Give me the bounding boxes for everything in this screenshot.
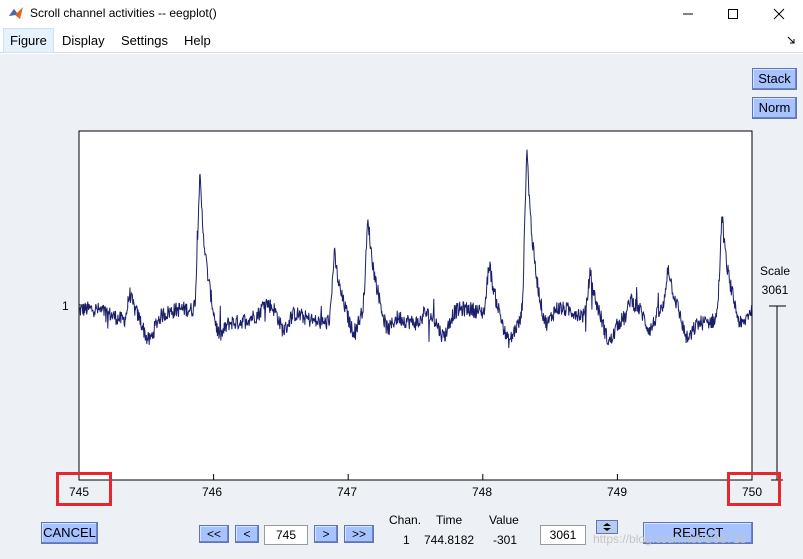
close-icon: [773, 8, 785, 20]
minimize-icon: [683, 13, 693, 15]
scale-bar: [769, 305, 786, 481]
time-label: Time: [436, 513, 463, 527]
scroll-back-fast-button[interactable]: <<: [199, 525, 229, 543]
cancel-button[interactable]: CANCEL: [41, 522, 98, 544]
scroll-back-button[interactable]: <: [235, 525, 259, 543]
highlight-box-end: [727, 472, 781, 506]
value-label: Value: [489, 513, 519, 527]
scale-value: 3061: [761, 283, 789, 297]
position-input[interactable]: [264, 525, 308, 545]
maximize-button[interactable]: [710, 0, 756, 28]
chan-value: 1: [403, 533, 410, 547]
time-value: 744.8182: [424, 533, 475, 547]
menu-figure[interactable]: Figure: [3, 28, 54, 53]
x-tick-label-749: 749: [606, 485, 628, 499]
minimize-button[interactable]: [665, 0, 711, 28]
menu-help[interactable]: Help: [184, 33, 211, 48]
matlab-icon: [9, 7, 23, 19]
x-tick-label-746: 746: [201, 485, 223, 499]
x-tick-label-745: 745: [68, 485, 90, 499]
close-button[interactable]: [756, 0, 802, 28]
reject-button[interactable]: REJECT: [643, 522, 753, 544]
amplitude-value: -301: [493, 533, 518, 547]
window-title: Scroll channel activities -- eegplot(): [30, 6, 217, 20]
scroll-forward-fast-button[interactable]: >>: [344, 525, 374, 543]
scale-stepper[interactable]: [596, 520, 618, 534]
y-tick-label: 1: [62, 299, 69, 313]
highlight-box-start: [56, 472, 112, 506]
title-bar: Scroll channel activities -- eegplot(): [0, 0, 803, 28]
chan-label: Chan.: [389, 513, 422, 527]
watermark-text: https://blog.csdn.net/G96718: [593, 532, 747, 546]
x-tick-label-747: 747: [336, 485, 358, 499]
menu-bar: Figure Display Settings Help: [0, 28, 803, 53]
stepper-icon: [603, 523, 611, 531]
x-tick-label-750: 750: [741, 485, 763, 499]
stack-button[interactable]: Stack: [752, 68, 797, 90]
dock-arrow-icon[interactable]: [787, 36, 795, 44]
scale-input[interactable]: [540, 525, 586, 545]
norm-button[interactable]: Norm: [752, 97, 797, 119]
scroll-forward-button[interactable]: >: [314, 525, 338, 543]
menu-display[interactable]: Display: [62, 33, 105, 48]
scale-label: Scale: [759, 264, 791, 278]
menu-settings[interactable]: Settings: [121, 33, 168, 48]
eeg-trace-channel-1: [78, 149, 753, 349]
maximize-icon: [728, 9, 738, 19]
x-tick-marks: [78, 474, 753, 480]
x-tick-label-748: 748: [471, 485, 493, 499]
